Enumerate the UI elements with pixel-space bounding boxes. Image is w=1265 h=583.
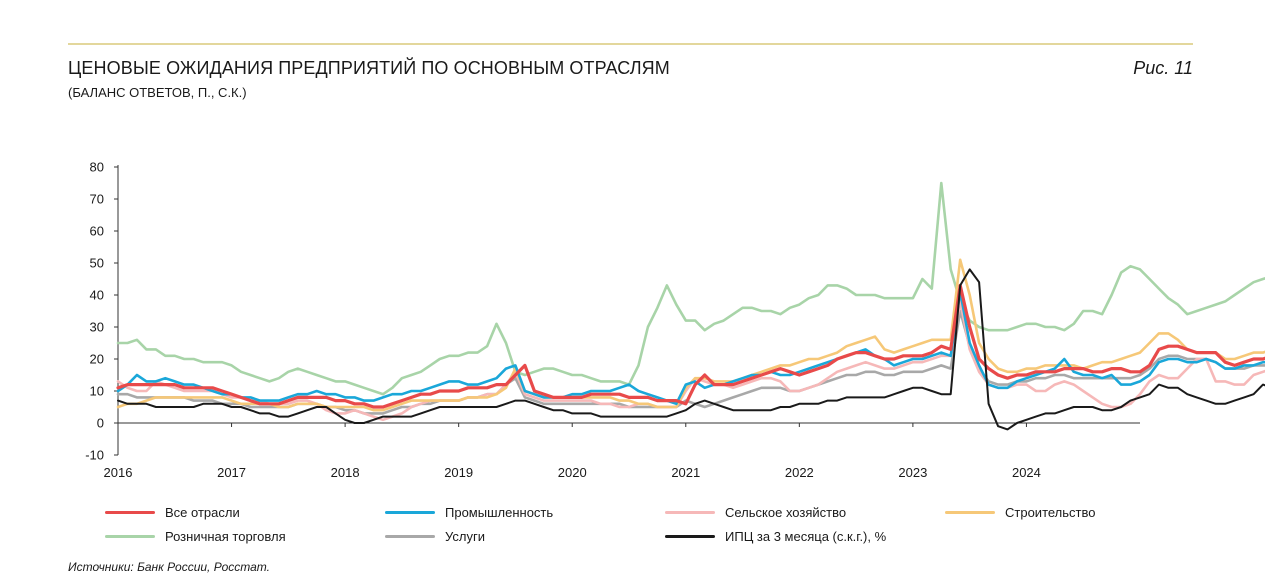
series-line-6: [117, 268, 1265, 431]
y-tick-label: 60: [90, 224, 104, 239]
y-tick-label: 30: [90, 320, 104, 335]
x-tick-label: 2016: [104, 465, 133, 480]
top-rule: [68, 43, 1193, 45]
x-tick-label: 2023: [898, 465, 927, 480]
y-tick-label: -10: [85, 448, 104, 463]
x-tick-label: 2018: [331, 465, 360, 480]
series-line-4: [116, 181, 1265, 396]
y-tick-label: 70: [90, 192, 104, 207]
y-tick-label: 10: [90, 384, 104, 399]
y-tick-label: 20: [90, 352, 104, 367]
chart-subtitle: (БАЛАНС ОТВЕТОВ, П., С.К.): [68, 85, 247, 100]
x-tick-label: 2022: [785, 465, 814, 480]
x-tick-label: 2024: [1012, 465, 1041, 480]
chart-title: ЦЕНОВЫЕ ОЖИДАНИЯ ПРЕДПРИЯТИЙ ПО ОСНОВНЫМ…: [68, 58, 670, 78]
x-tick-label: 2017: [217, 465, 246, 480]
figure-label: Рис. 11: [1133, 58, 1193, 78]
source-note: Источники: Банк России, Росстат.: [68, 560, 270, 574]
y-tick-label: 80: [90, 160, 104, 175]
y-tick-label: 40: [90, 288, 104, 303]
x-tick-label: 2019: [444, 465, 473, 480]
y-tick-label: 0: [97, 416, 104, 431]
series-line-0: [116, 283, 1265, 409]
series-line-3: [116, 258, 1265, 412]
x-tick-label: 2021: [671, 465, 700, 480]
y-tick-label: 50: [90, 256, 104, 271]
series-line-1: [116, 290, 1265, 406]
x-tick-label: 2020: [558, 465, 587, 480]
